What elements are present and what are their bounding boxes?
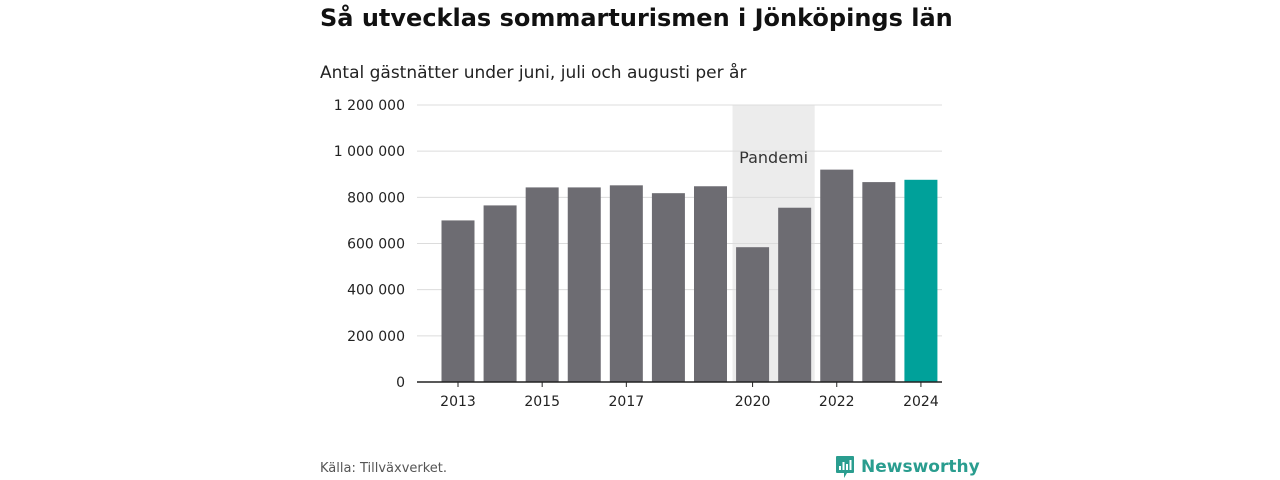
bar-2014: [483, 205, 517, 382]
bar-2013: [441, 220, 475, 382]
x-tick-label: 2022: [819, 394, 855, 410]
bar-chart: Pandemi 0 200 000 400 000 600 000 800 000 1 00…: [334, 98, 942, 410]
pandemic-band-label: Pandemi: [739, 148, 808, 167]
bar-2017: [609, 185, 643, 382]
bar-2015: [525, 187, 559, 382]
x-tick-label: 2024: [903, 394, 939, 410]
bar-2021: [778, 207, 812, 382]
y-tick-label: 1 200 000: [334, 98, 405, 114]
bar-2022: [820, 169, 854, 382]
y-tick-label: 600 000: [347, 237, 405, 253]
x-tick-label: 2017: [609, 394, 645, 410]
brand-logo: Newsworthy: [835, 455, 980, 479]
y-tick-label: 800 000: [347, 190, 405, 206]
brand-name: Newsworthy: [861, 457, 980, 477]
bar-2019: [694, 186, 727, 382]
x-tick-label: 2013: [440, 394, 476, 410]
chart-subtitle: Antal gästnätter under juni, juli och au…: [320, 63, 747, 83]
bar-2018: [651, 193, 685, 382]
source-note: Källa: Tillväxverket.: [320, 461, 448, 476]
x-tick-label: 2015: [524, 394, 560, 410]
y-tick-label: 0: [396, 375, 405, 391]
bar-2020: [736, 247, 770, 382]
y-tick-label: 200 000: [347, 329, 405, 345]
x-tick-label: 2020: [735, 394, 771, 410]
bar-2023: [862, 182, 896, 382]
y-tick-label: 400 000: [347, 283, 405, 299]
bar-2024: [904, 179, 938, 382]
bar-2016: [567, 187, 601, 382]
y-tick-label: 1 000 000: [334, 144, 405, 160]
newsworthy-logo-icon: [836, 456, 854, 478]
chart-title: Så utvecklas sommarturismen i Jönköpings…: [320, 4, 953, 32]
